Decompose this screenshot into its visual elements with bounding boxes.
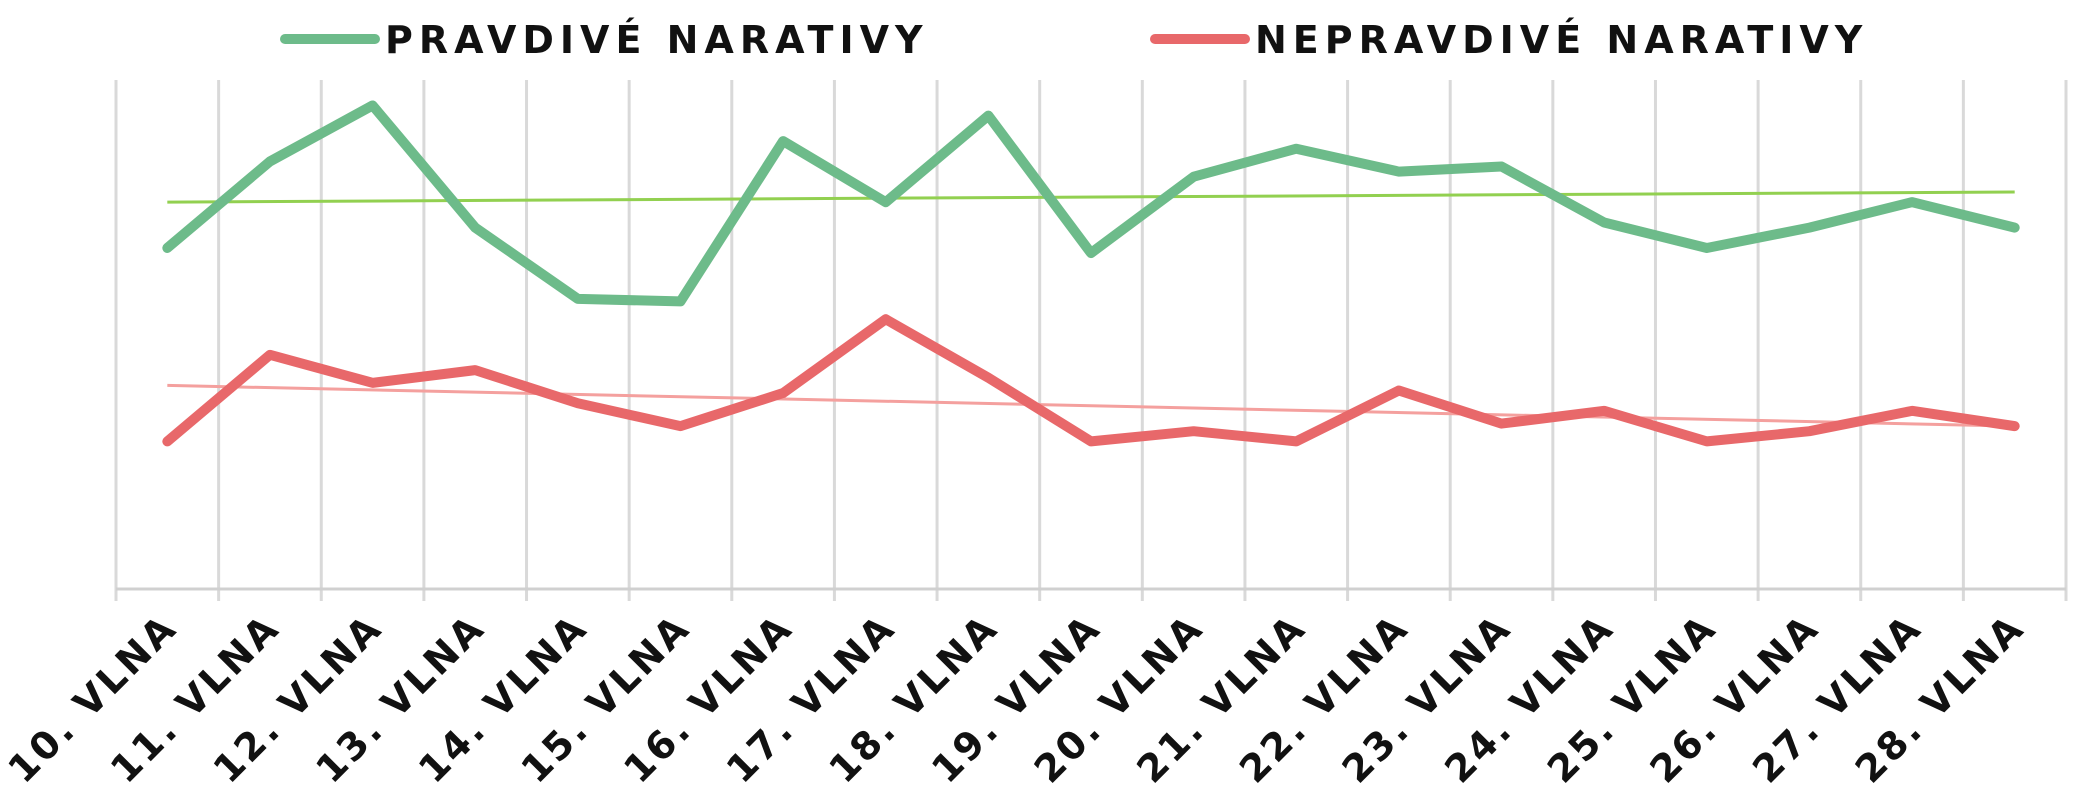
trendlines bbox=[167, 190, 2015, 428]
series-lines bbox=[162, 100, 2020, 447]
legend: PRAVDIVÉ NARATIVY NEPRAVDIVÉ NARATIVY bbox=[280, 18, 1868, 62]
legend-label-1: PRAVDIVÉ NARATIVY bbox=[385, 18, 929, 62]
series-line-1 bbox=[162, 100, 2020, 307]
trendline-2 bbox=[167, 383, 2015, 428]
legend-label-2: NEPRAVDIVÉ NARATIVY bbox=[1255, 18, 1868, 62]
trendline-1 bbox=[167, 190, 2015, 204]
gridlines bbox=[114, 80, 2068, 601]
series-line-2 bbox=[162, 314, 2020, 447]
